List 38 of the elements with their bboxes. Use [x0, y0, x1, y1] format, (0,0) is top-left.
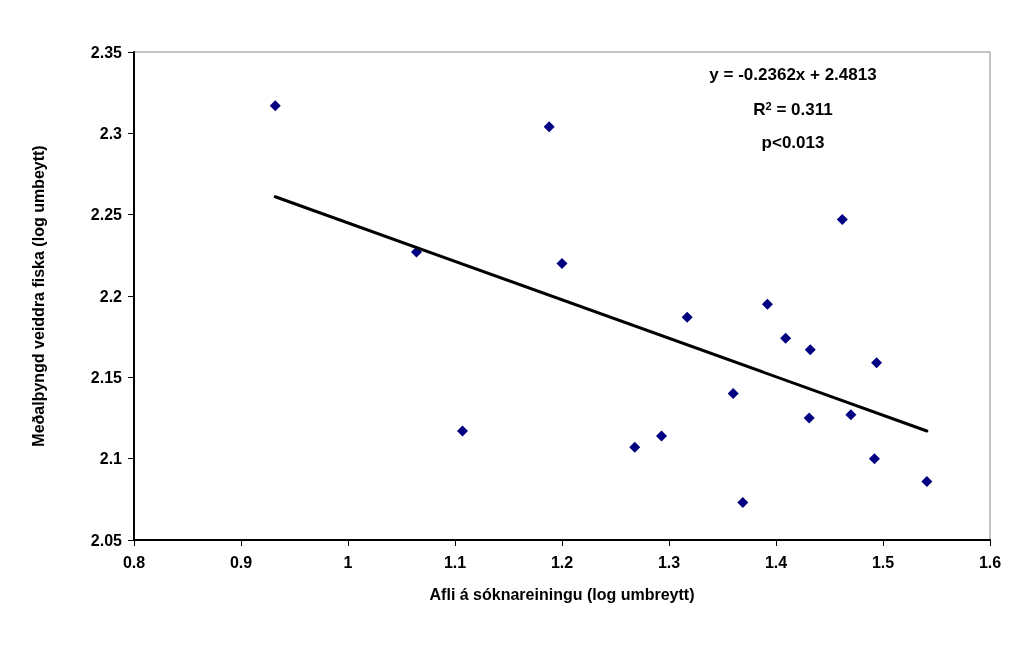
point	[727, 388, 739, 400]
point	[921, 475, 933, 487]
x-tick-label: 1.1	[443, 553, 467, 571]
point	[836, 214, 848, 226]
point	[737, 497, 749, 509]
point	[780, 332, 792, 344]
x-tick-label: 1	[343, 553, 353, 571]
y-tick-label: 2.2	[99, 287, 123, 305]
point	[804, 344, 816, 356]
point	[543, 121, 555, 133]
y-tick-label: 2.3	[99, 124, 123, 142]
x-tick-label: 0.9	[229, 553, 253, 571]
point	[761, 298, 773, 310]
point	[456, 425, 468, 437]
y-tick-label: 2.1	[99, 450, 123, 468]
point	[656, 430, 668, 442]
point	[629, 441, 641, 453]
y-tick-label: 2.25	[90, 206, 123, 224]
point	[845, 409, 857, 421]
annotation: p<0.013	[761, 133, 825, 152]
x-tick-label: 1.3	[657, 553, 681, 571]
x-tick-label: 1.5	[871, 553, 895, 571]
point	[803, 412, 815, 424]
point	[681, 311, 693, 323]
point	[871, 357, 883, 369]
y-tick-label: 2.35	[90, 43, 123, 61]
x-tick-label: 1.6	[978, 553, 1002, 571]
x-tick-label: 1.4	[764, 553, 788, 571]
point	[868, 453, 880, 465]
point	[269, 100, 281, 112]
x-tick-label: 1.2	[550, 553, 574, 571]
y-axis-title: Meðalþyngd veiddra fiska (log umbeytt)	[29, 145, 47, 447]
point	[556, 257, 568, 269]
x-axis-title: Afli á sóknareiningu (log umbreytt)	[429, 585, 695, 603]
x-tick-label: 0.8	[122, 553, 146, 571]
annotation: y = -0.2362x + 2.4813	[709, 65, 877, 84]
y-tick-label: 2.15	[90, 368, 123, 386]
y-tick-label: 2.05	[90, 531, 123, 549]
